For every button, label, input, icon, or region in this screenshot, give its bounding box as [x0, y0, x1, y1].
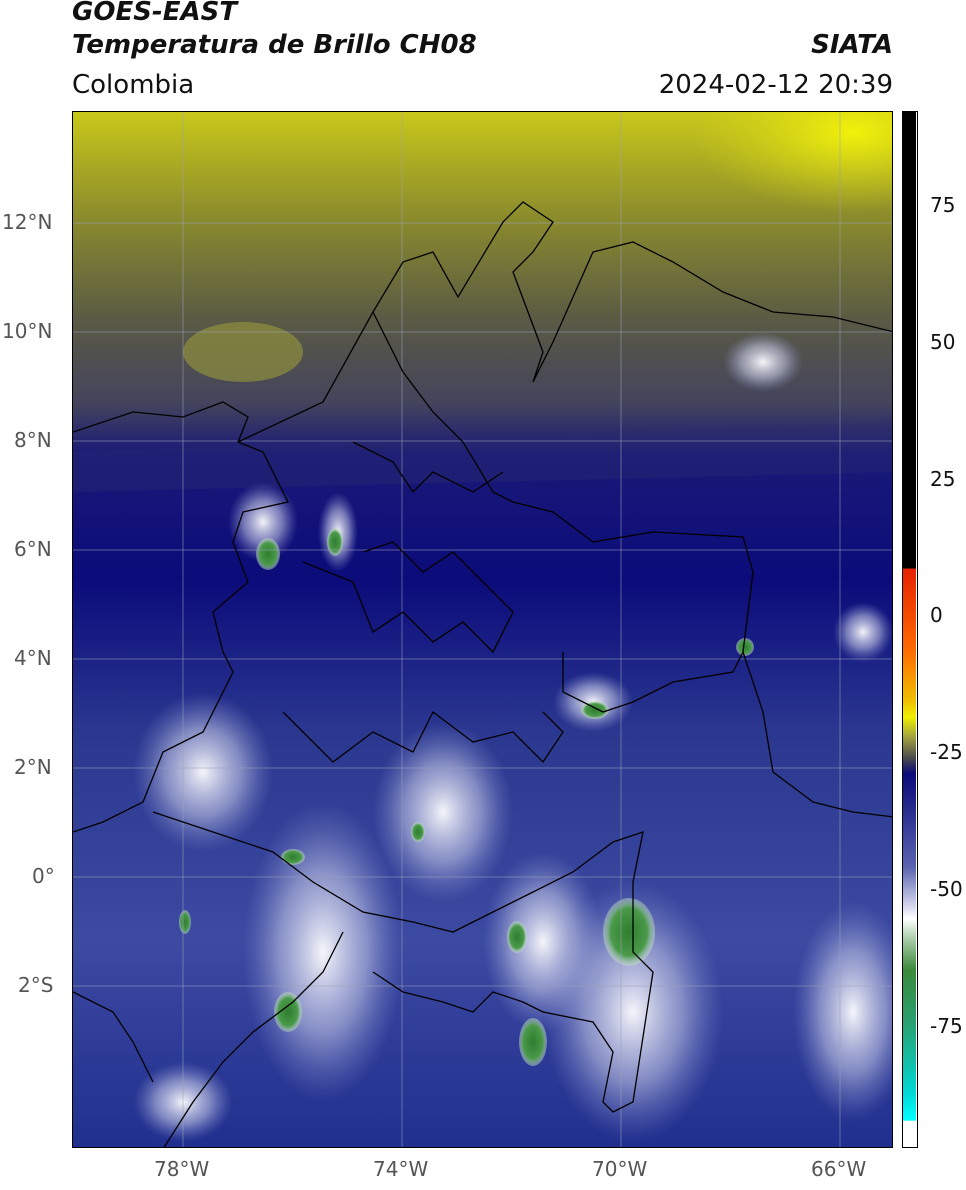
colorbar-label: -25 [930, 740, 963, 764]
caribbean-coast [237, 201, 892, 443]
lat-tick-label: 0° [32, 864, 55, 888]
region-label: Colombia [72, 70, 195, 100]
lat-tick-label: 6°N [14, 537, 52, 561]
colorbar-label: 25 [930, 467, 956, 491]
lat-tick-label: 2°S [18, 973, 54, 997]
department-borders-1 [282, 711, 564, 764]
lat-tick-label: 2°N [14, 755, 52, 779]
peru-north-coast [73, 991, 154, 1083]
ecuador-peru-border [152, 811, 654, 1113]
boundaries [73, 201, 892, 1147]
colorbar-gradient [903, 112, 916, 1146]
colorbar-label: -50 [930, 877, 963, 901]
colorbar-label: 75 [930, 193, 956, 217]
satellite-map [73, 112, 892, 1147]
colorbar-label: 0 [930, 603, 943, 627]
lon-tick-label: 70°W [592, 1157, 648, 1181]
warm-patch [183, 322, 303, 382]
title-line-1: GOES-EAST [72, 0, 238, 27]
colorbar [902, 111, 918, 1148]
transition-band [73, 422, 892, 492]
lat-tick-label: 12°N [2, 210, 53, 234]
peru-coast [163, 931, 344, 1147]
colombia-pacific-coast [73, 401, 289, 833]
colorbar-label: 50 [930, 330, 956, 354]
warm-region [693, 112, 892, 212]
lon-tick-label: 66°W [811, 1157, 867, 1181]
lat-tick-label: 4°N [14, 646, 52, 670]
lon-tick-label: 78°W [154, 1157, 210, 1181]
department-borders-2 [302, 541, 514, 654]
brand-label: SIATA [811, 30, 893, 60]
map-panel [72, 111, 893, 1148]
lat-tick-label: 8°N [14, 428, 52, 452]
lat-tick-label: 10°N [2, 319, 53, 343]
graticule [73, 112, 892, 1147]
temperature-field [73, 112, 892, 1147]
venezuela-border [372, 311, 892, 818]
lon-tick-label: 74°W [373, 1157, 429, 1181]
cold-cloud-tops [179, 528, 754, 1066]
timestamp-label: 2024-02-12 20:39 [658, 70, 893, 100]
department-borders-3 [352, 441, 504, 494]
eastern-border [562, 651, 744, 713]
colorbar-label: -75 [930, 1014, 963, 1038]
title-line-2: Temperatura de Brillo CH08 [72, 30, 477, 60]
